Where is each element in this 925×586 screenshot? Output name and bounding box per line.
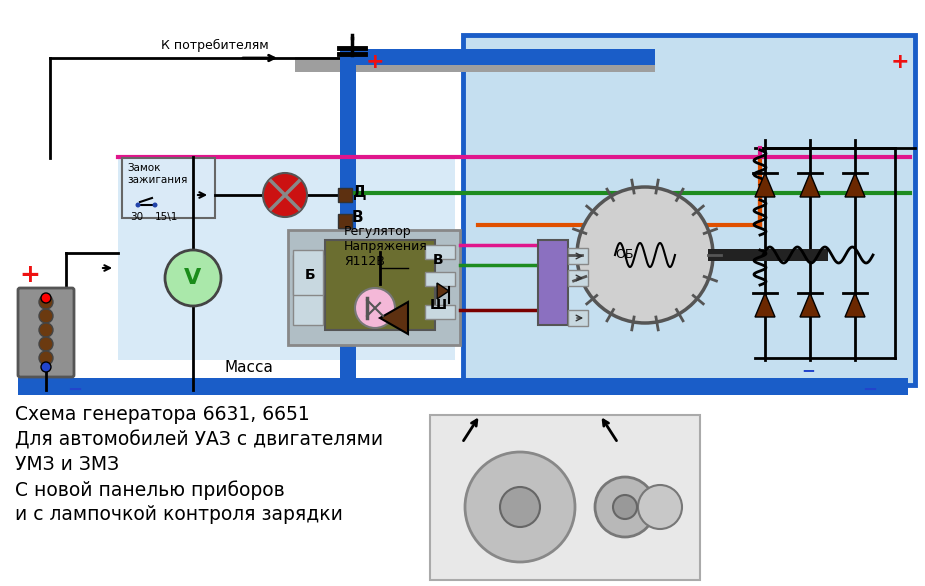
Text: К потребителям: К потребителям <box>161 39 269 52</box>
Circle shape <box>39 351 53 365</box>
Bar <box>538 240 568 325</box>
Text: Д: Д <box>352 185 365 199</box>
Text: Б: Б <box>304 268 315 282</box>
Bar <box>338 214 352 228</box>
Polygon shape <box>845 293 865 317</box>
Circle shape <box>135 203 141 207</box>
Bar <box>430 415 700 580</box>
Text: Масса: Масса <box>225 360 274 376</box>
Circle shape <box>595 477 655 537</box>
Polygon shape <box>800 293 820 317</box>
Circle shape <box>465 452 575 562</box>
Text: УМЗ и ЗМЗ: УМЗ и ЗМЗ <box>15 455 119 475</box>
Bar <box>568 310 588 326</box>
Text: 15\1: 15\1 <box>155 212 179 222</box>
Bar <box>122 158 215 218</box>
Text: −: − <box>801 361 815 379</box>
Circle shape <box>39 309 53 323</box>
Text: ОБ: ОБ <box>616 248 635 261</box>
Text: Схема генератора 6631, 6651: Схема генератора 6631, 6651 <box>15 406 310 424</box>
Text: и с лампочкой контроля зарядки: и с лампочкой контроля зарядки <box>15 506 343 524</box>
Bar <box>463 35 915 385</box>
Bar <box>295 57 655 72</box>
Text: В: В <box>352 210 364 226</box>
Text: +: + <box>891 52 909 72</box>
Circle shape <box>39 337 53 351</box>
Circle shape <box>500 487 540 527</box>
Circle shape <box>39 295 53 309</box>
Text: +: + <box>365 52 384 72</box>
Polygon shape <box>755 293 775 317</box>
Circle shape <box>153 203 157 207</box>
Bar <box>340 49 655 65</box>
Circle shape <box>39 323 53 337</box>
Text: Для автомобилей УАЗ с двигателями: Для автомобилей УАЗ с двигателями <box>15 430 383 449</box>
Bar <box>425 272 455 286</box>
Circle shape <box>41 293 51 303</box>
Bar <box>118 155 455 360</box>
Text: В: В <box>433 253 443 267</box>
Bar <box>340 55 356 395</box>
Bar <box>293 250 323 295</box>
Text: +: + <box>19 263 41 287</box>
Bar <box>425 305 455 319</box>
Polygon shape <box>437 283 449 299</box>
Circle shape <box>355 288 395 328</box>
Polygon shape <box>755 173 775 197</box>
Circle shape <box>613 495 637 519</box>
Text: Ш: Ш <box>429 298 447 312</box>
Text: С новой панелью приборов: С новой панелью приборов <box>15 480 285 500</box>
Circle shape <box>165 250 221 306</box>
Circle shape <box>638 485 682 529</box>
Polygon shape <box>800 173 820 197</box>
Bar <box>293 255 323 325</box>
Bar <box>568 270 588 286</box>
FancyBboxPatch shape <box>18 288 74 377</box>
Bar <box>18 378 908 395</box>
Bar <box>708 249 828 261</box>
Text: Регулятор
Напряжения
Я112В: Регулятор Напряжения Я112В <box>344 225 427 268</box>
Circle shape <box>41 362 51 372</box>
Text: −: − <box>68 381 82 399</box>
Text: −: − <box>862 381 878 399</box>
Text: Замок
зажигания: Замок зажигания <box>127 163 188 185</box>
Bar <box>325 240 435 330</box>
Text: V: V <box>184 268 202 288</box>
Bar <box>425 245 455 259</box>
Circle shape <box>577 187 713 323</box>
Bar <box>288 230 460 345</box>
Polygon shape <box>845 173 865 197</box>
Text: 30: 30 <box>130 212 143 222</box>
Polygon shape <box>380 302 408 334</box>
Bar <box>568 248 588 264</box>
Bar <box>338 188 352 202</box>
Circle shape <box>263 173 307 217</box>
